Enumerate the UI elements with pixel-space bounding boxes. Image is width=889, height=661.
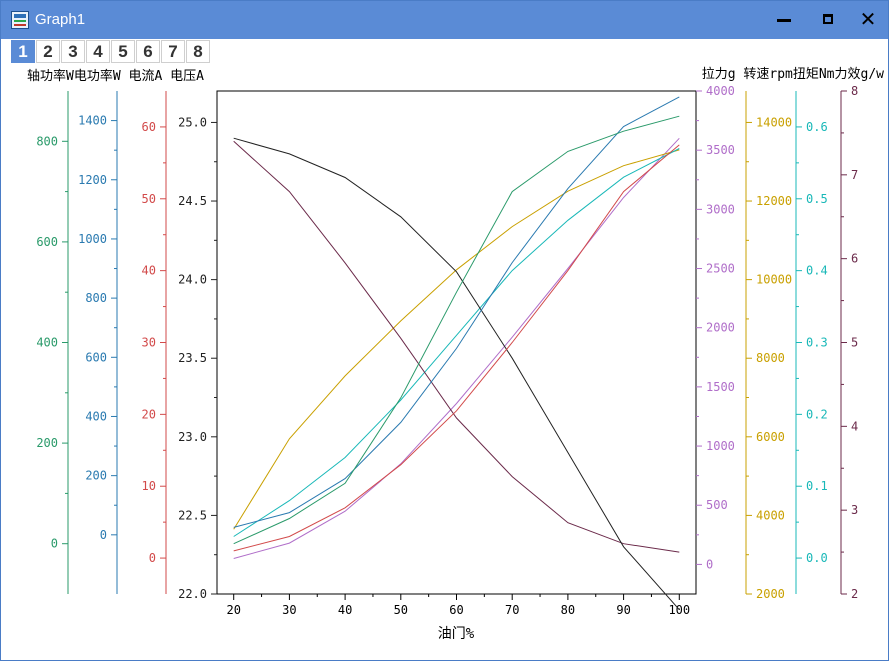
left-axes-header: 轴功率W电功率W 电流A 电压A bbox=[27, 68, 204, 84]
torque-tick-label: 0.6 bbox=[806, 120, 828, 134]
efficiency-series-line bbox=[233, 140, 680, 553]
shaft_power-tick-label: 0 bbox=[51, 537, 58, 551]
thrust-tick-label: 2000 bbox=[706, 321, 735, 335]
torque-series-line bbox=[233, 148, 680, 537]
torque-tick-label: 0.3 bbox=[806, 336, 828, 350]
minimize-button[interactable] bbox=[767, 5, 801, 33]
thrust-tick-label: 3000 bbox=[706, 202, 735, 216]
maximize-button[interactable] bbox=[811, 5, 845, 33]
shaft_power-tick-label: 400 bbox=[36, 336, 58, 350]
shaft_power-tick-label: 800 bbox=[36, 134, 58, 148]
x-axis-label: 油门% bbox=[438, 626, 475, 642]
layer-tab-8[interactable]: 8 bbox=[186, 40, 210, 63]
shaft_power-series-line bbox=[233, 115, 680, 545]
x-tick-label: 20 bbox=[226, 603, 240, 617]
thrust-tick-label: 4000 bbox=[706, 84, 735, 98]
layer-tabs: 1 2 3 4 5 6 7 8 bbox=[11, 40, 211, 63]
rpm-tick-label: 12000 bbox=[756, 194, 792, 208]
current-tick-label: 60 bbox=[142, 120, 156, 134]
thrust-tick-label: 0 bbox=[706, 557, 713, 571]
x-tick-label: 60 bbox=[449, 603, 463, 617]
elec_power-tick-label: 600 bbox=[85, 350, 107, 364]
close-button[interactable]: ✕ bbox=[851, 5, 885, 33]
layer-tab-3[interactable]: 3 bbox=[61, 40, 85, 63]
rpm-tick-label: 14000 bbox=[756, 115, 792, 129]
torque-tick-label: 0.0 bbox=[806, 551, 828, 565]
app-icon bbox=[11, 11, 29, 29]
close-icon: ✕ bbox=[859, 7, 877, 31]
voltage-series-line bbox=[233, 137, 680, 611]
thrust-tick-label: 2500 bbox=[706, 262, 735, 276]
voltage-tick-label: 22.0 bbox=[178, 587, 207, 601]
voltage-tick-label: 25.0 bbox=[178, 115, 207, 129]
rpm-tick-label: 10000 bbox=[756, 273, 792, 287]
x-tick-label: 90 bbox=[616, 603, 630, 617]
efficiency-tick-label: 2 bbox=[851, 587, 858, 601]
thrust-tick-label: 1000 bbox=[706, 439, 735, 453]
elec_power-series-line bbox=[233, 96, 680, 528]
layer-tab-6[interactable]: 6 bbox=[136, 40, 160, 63]
thrust-tick-label: 1500 bbox=[706, 380, 735, 394]
x-tick-label: 40 bbox=[338, 603, 352, 617]
current-tick-label: 40 bbox=[142, 264, 156, 278]
x-tick-label: 30 bbox=[282, 603, 296, 617]
title-bar[interactable]: Graph1 ✕ bbox=[1, 1, 888, 39]
x-tick-label: 50 bbox=[394, 603, 408, 617]
elec_power-tick-label: 800 bbox=[85, 291, 107, 305]
elec_power-tick-label: 1000 bbox=[78, 232, 107, 246]
efficiency-tick-label: 3 bbox=[851, 503, 858, 517]
elec_power-tick-label: 400 bbox=[85, 409, 107, 423]
rpm-tick-label: 8000 bbox=[756, 351, 785, 365]
elec_power-tick-label: 0 bbox=[100, 528, 107, 542]
torque-tick-label: 0.5 bbox=[806, 192, 828, 206]
current-tick-label: 50 bbox=[142, 192, 156, 206]
efficiency-tick-label: 8 bbox=[851, 84, 858, 98]
window-title: Graph1 bbox=[35, 11, 86, 28]
efficiency-tick-label: 4 bbox=[851, 419, 858, 433]
shaft_power-tick-label: 200 bbox=[36, 436, 58, 450]
voltage-tick-label: 22.5 bbox=[178, 508, 207, 522]
thrust-series-line bbox=[233, 137, 680, 559]
layer-tab-1[interactable]: 1 bbox=[11, 40, 35, 63]
layer-tab-2[interactable]: 2 bbox=[36, 40, 60, 63]
efficiency-tick-label: 5 bbox=[851, 336, 858, 350]
current-tick-label: 20 bbox=[142, 407, 156, 421]
efficiency-tick-label: 6 bbox=[851, 252, 858, 266]
current-series-line bbox=[233, 144, 680, 552]
torque-tick-label: 0.2 bbox=[806, 407, 828, 421]
x-tick-label: 70 bbox=[505, 603, 519, 617]
elec_power-tick-label: 1400 bbox=[78, 114, 107, 128]
thrust-tick-label: 3500 bbox=[706, 143, 735, 157]
torque-tick-label: 0.4 bbox=[806, 264, 828, 278]
layer-tab-4[interactable]: 4 bbox=[86, 40, 110, 63]
torque-tick-label: 0.1 bbox=[806, 479, 828, 493]
layer-tab-5[interactable]: 5 bbox=[111, 40, 135, 63]
elec_power-tick-label: 1200 bbox=[78, 173, 107, 187]
layer-tab-7[interactable]: 7 bbox=[161, 40, 185, 63]
shaft_power-tick-label: 600 bbox=[36, 235, 58, 249]
rpm-tick-label: 4000 bbox=[756, 508, 785, 522]
minimize-icon bbox=[777, 18, 791, 22]
voltage-tick-label: 23.5 bbox=[178, 351, 207, 365]
maximize-icon bbox=[823, 14, 833, 24]
x-tick-label: 80 bbox=[561, 603, 575, 617]
rpm-tick-label: 6000 bbox=[756, 430, 785, 444]
voltage-tick-label: 24.0 bbox=[178, 273, 207, 287]
voltage-tick-label: 23.0 bbox=[178, 430, 207, 444]
rpm-series-line bbox=[233, 149, 680, 530]
efficiency-tick-label: 7 bbox=[851, 168, 858, 182]
elec_power-tick-label: 200 bbox=[85, 469, 107, 483]
voltage-tick-label: 24.5 bbox=[178, 194, 207, 208]
x-tick-label: 100 bbox=[668, 603, 690, 617]
rpm-tick-label: 2000 bbox=[756, 587, 785, 601]
right-axes-header: 拉力g 转速rpm扭矩Nm力效g/w bbox=[702, 67, 884, 82]
current-tick-label: 10 bbox=[142, 479, 156, 493]
current-tick-label: 30 bbox=[142, 336, 156, 350]
current-tick-label: 0 bbox=[149, 551, 156, 565]
thrust-tick-label: 500 bbox=[706, 498, 728, 512]
